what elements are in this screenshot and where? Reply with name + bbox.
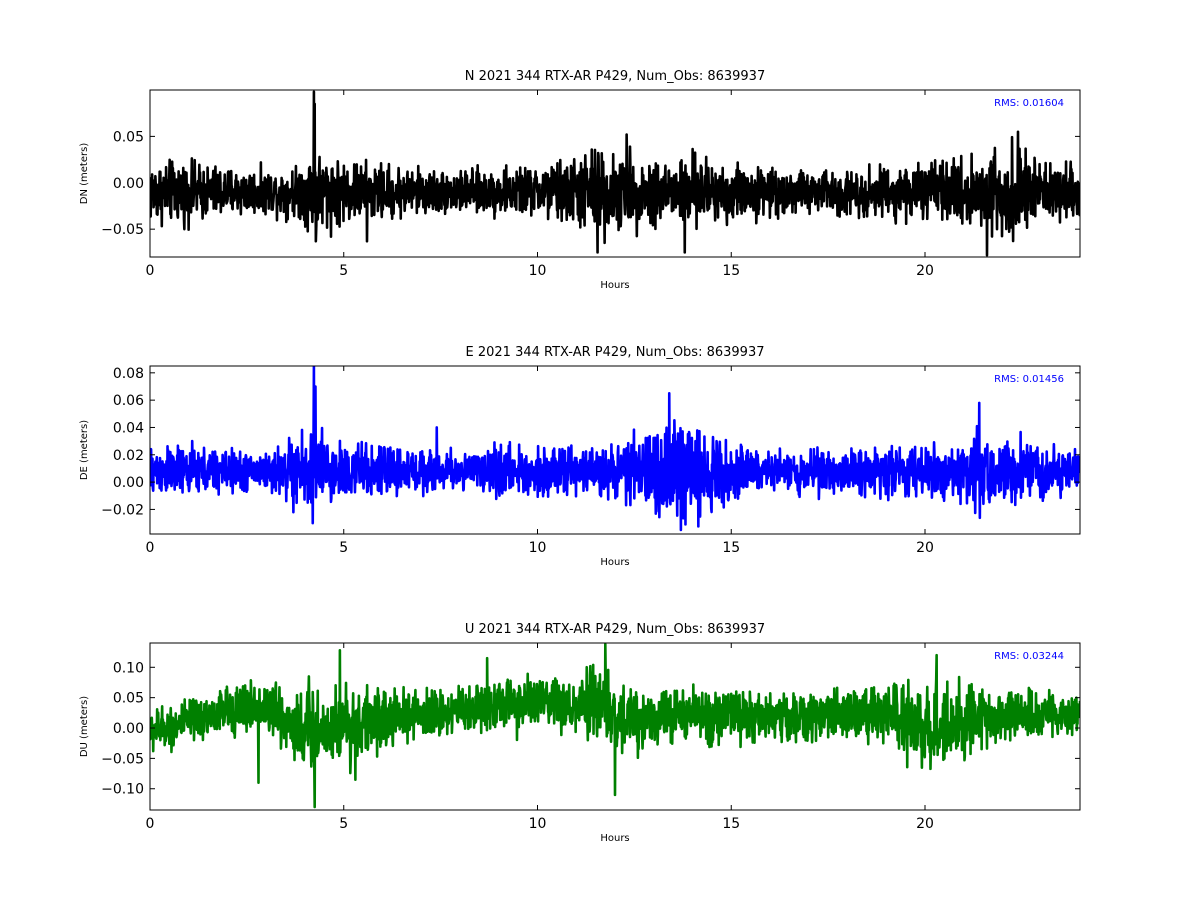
x-tick-label: 10 [529,263,547,279]
x-tick-label: 5 [339,816,348,832]
axes-frame [149,365,1081,535]
x-axis-label: Hours [600,557,629,568]
y-tick-label: 0.05 [113,129,144,145]
x-tick-label: 10 [529,540,547,556]
x-tick-label: 0 [146,540,155,556]
y-tick-label: −0.02 [101,502,144,518]
series-line [150,90,1080,257]
y-tick-label: 0.00 [113,475,144,491]
series-line [150,643,1080,809]
x-tick-label: 15 [722,540,740,556]
y-tick-label: −0.10 [101,782,144,798]
y-tick-label: −0.05 [101,751,144,767]
x-tick-label: 5 [339,540,348,556]
y-axis-label: DU (meters) [79,696,90,757]
y-tick-label: 0.08 [113,366,144,382]
x-tick-label: 20 [916,263,934,279]
x-axis-label: Hours [600,280,629,291]
y-tick-label: 0.10 [113,660,144,676]
axes-frame [149,642,1081,811]
chart-title: U 2021 344 RTX-AR P429, Num_Obs: 8639937 [465,622,765,637]
x-tick-label: 0 [146,816,155,832]
x-tick-label: 5 [339,263,348,279]
y-tick-label: −0.05 [101,222,144,238]
y-axis-label: DE (meters) [79,420,90,480]
x-tick-label: 15 [722,263,740,279]
x-axis-label: Hours [600,833,629,844]
y-tick-label: 0.04 [113,420,144,436]
subplot-e: 0 5 10 15 20 −0.02 0.00 0.02 0.04 0.06 0.08 E 2021 … [79,345,1081,568]
y-axis-label: DN (meters) [79,143,90,205]
x-tick-label: 20 [916,816,934,832]
x-tick-label: 20 [916,540,934,556]
rms-annotation: RMS: 0.01456 [994,374,1064,385]
chart-title: N 2021 344 RTX-AR P429, Num_Obs: 8639937 [465,69,765,84]
x-tick-label: 15 [722,816,740,832]
subplot-n: 0 5 10 15 20 −0.05 0.00 0.05 N 2021 344 RTX-AR P… [79,69,1081,291]
x-tick-label: 10 [529,816,547,832]
rms-annotation: RMS: 0.03244 [994,651,1064,662]
axes-frame [149,89,1081,258]
y-tick-label: 0.02 [113,448,144,464]
y-tick-label: 0.05 [113,691,144,707]
y-tick-label: 0.00 [113,176,144,192]
rms-annotation: RMS: 0.01604 [994,98,1064,109]
y-tick-label: 0.06 [113,393,144,409]
subplot-u: 0 5 10 15 20 −0.10 −0.05 0.00 0.05 0.10 U 2021 344… [79,622,1081,844]
x-tick-label: 0 [146,263,155,279]
y-tick-label: 0.00 [113,721,144,737]
chart-title: E 2021 344 RTX-AR P429, Num_Obs: 8639937 [466,345,765,360]
series-line [150,366,1080,532]
